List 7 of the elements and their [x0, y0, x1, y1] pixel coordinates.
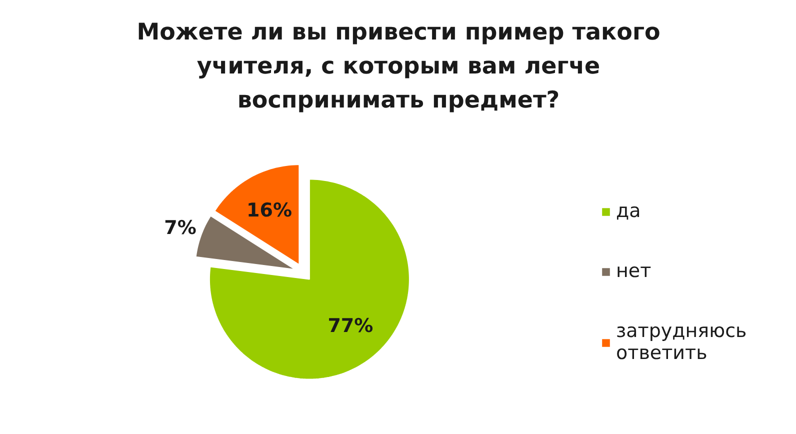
chart-title: Можете ли вы привести пример такого учителя, с которым вам легче воспринимать предмет? — [136, 20, 660, 114]
legend-label: да — [616, 200, 641, 222]
data-label: 16% — [246, 199, 292, 222]
legend-label: нет — [616, 260, 652, 282]
legend-label: затрудняюсь ответить — [616, 320, 747, 364]
data-label: 7% — [164, 217, 196, 240]
data-label: 77% — [328, 314, 374, 337]
